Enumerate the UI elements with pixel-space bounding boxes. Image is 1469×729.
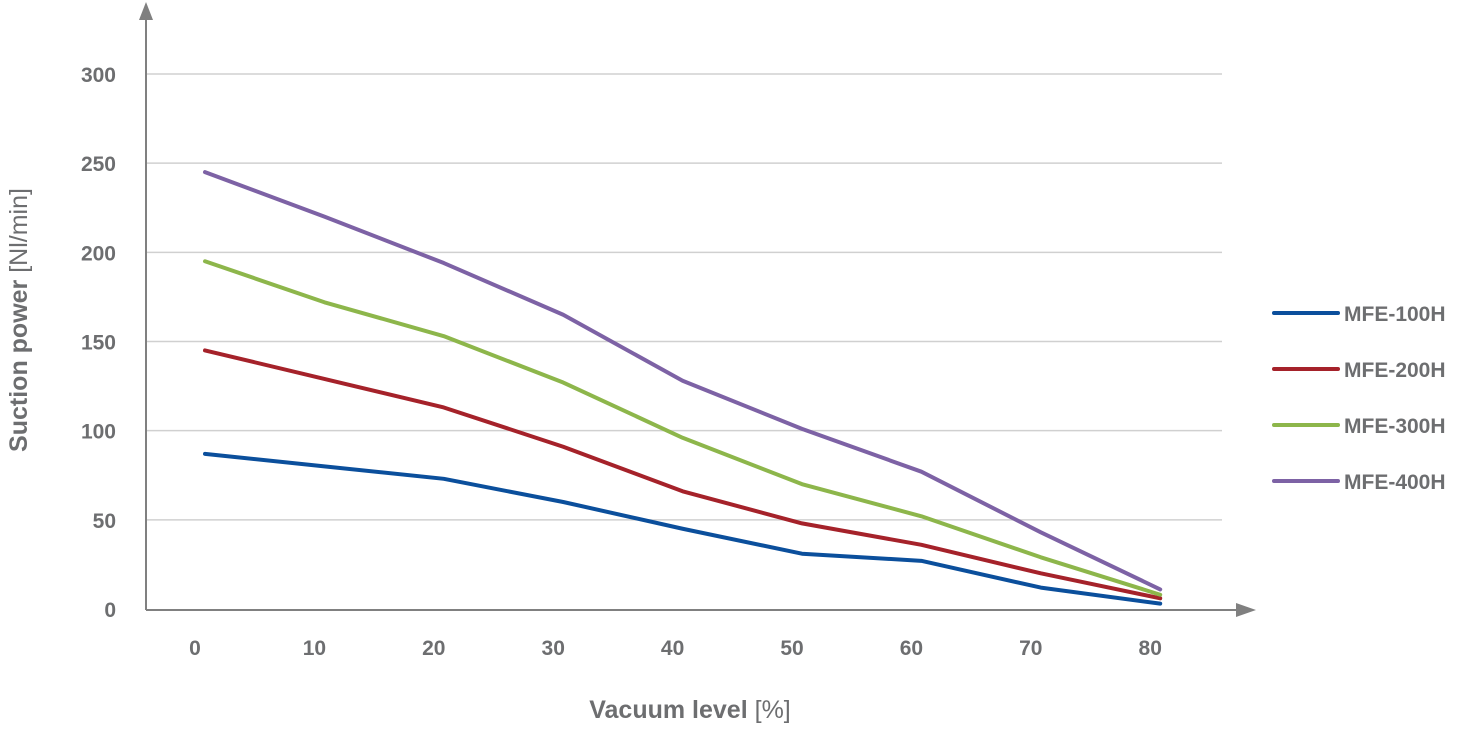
y-tick-label: 250: [81, 153, 116, 176]
y-tick-label: 150: [81, 332, 116, 355]
x-tick-label: 0: [189, 637, 201, 660]
y-tick-label: 200: [81, 242, 116, 265]
y-tick-label: 300: [81, 64, 116, 87]
x-tick-label: 60: [900, 637, 923, 660]
legend-label: MFE-200H: [1344, 359, 1446, 382]
x-tick-label: 20: [422, 637, 445, 660]
x-axis-title: Vacuum level [%]: [589, 696, 791, 724]
y-tick-label: 50: [93, 510, 116, 533]
y-tick-label: 0: [104, 599, 116, 622]
x-tick-label: 70: [1019, 637, 1042, 660]
y-axis-title: Suction power [Nl/min]: [5, 188, 33, 452]
x-tick-label: 40: [661, 637, 684, 660]
series-line-mfe-300h: [203, 259, 1163, 597]
x-tick-labels: 0 10 20 30 40 50 60 70 80: [189, 637, 1162, 660]
legend-label: MFE-100H: [1344, 303, 1446, 326]
legend: MFE-100H MFE-200H MFE-300H MFE-400H: [1272, 303, 1446, 494]
x-tick-label: 10: [303, 637, 326, 660]
y-axis-arrow: [139, 2, 153, 20]
x-tick-label: 50: [780, 637, 803, 660]
y-tick-labels: 0 50 100 150 200 250 300: [81, 64, 116, 622]
x-tick-label: 30: [542, 637, 565, 660]
legend-label: MFE-400H: [1344, 471, 1446, 494]
series-lines: [203, 170, 1163, 606]
gridlines: [146, 73, 1222, 521]
x-tick-label: 80: [1139, 637, 1162, 660]
x-axis-arrow: [1236, 603, 1256, 617]
y-tick-label: 100: [81, 421, 116, 444]
legend-label: MFE-300H: [1344, 415, 1446, 438]
series-line-mfe-200h: [203, 348, 1163, 601]
